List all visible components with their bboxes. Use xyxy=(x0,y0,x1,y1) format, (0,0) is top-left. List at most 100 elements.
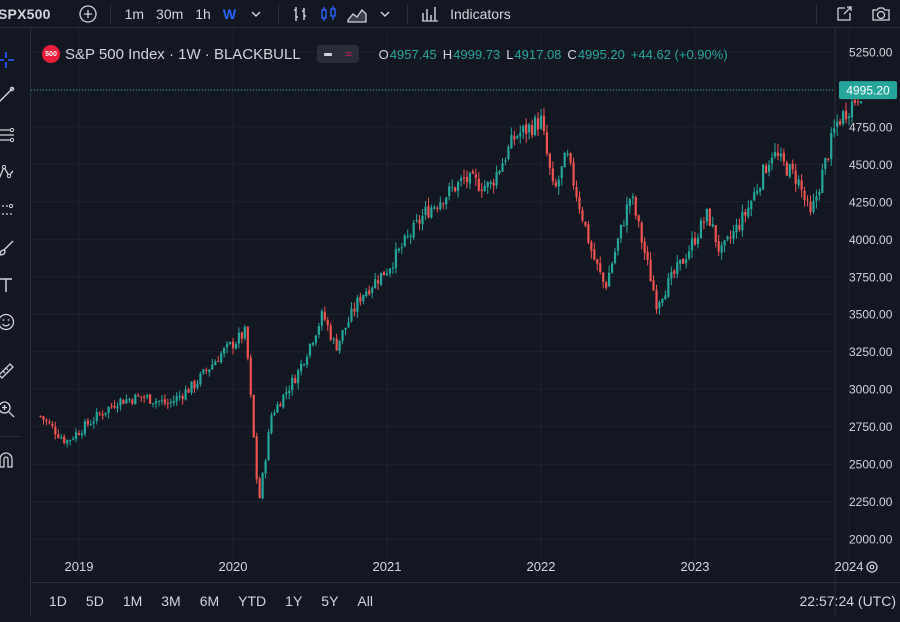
symbol-search[interactable]: SPX500 xyxy=(0,5,51,22)
candle-body xyxy=(507,146,510,160)
clock[interactable]: 22:57:24 (UTC) xyxy=(799,593,896,609)
range-5d[interactable]: 5D xyxy=(85,592,104,609)
candle xyxy=(169,398,172,408)
candle xyxy=(708,207,711,227)
bar-style-icon[interactable] xyxy=(290,3,312,25)
indicators-button[interactable]: Indicators xyxy=(450,5,511,22)
interval-30m[interactable]: 30m xyxy=(156,5,184,22)
candle xyxy=(563,151,566,168)
candle xyxy=(454,186,457,193)
candle-body xyxy=(462,177,466,179)
candle-body xyxy=(190,381,193,393)
candle-style-icon[interactable] xyxy=(318,3,340,25)
y-tick-label: 3000.00 xyxy=(849,383,893,397)
candle-body xyxy=(812,201,815,212)
candle xyxy=(584,221,587,228)
candle-body xyxy=(252,394,255,438)
candle-body xyxy=(830,132,833,159)
candle xyxy=(190,381,193,396)
candle-body xyxy=(208,369,211,373)
candle-body xyxy=(788,164,791,177)
candle xyxy=(803,186,806,207)
legend-controls[interactable]: ≈ xyxy=(316,45,359,63)
emoji-icon[interactable] xyxy=(0,310,18,334)
symbol-title[interactable]: S&P 500 Index · 1W · BLACKBULL xyxy=(65,45,301,63)
candle-body xyxy=(711,224,714,227)
low-value: 4917.08 xyxy=(514,46,562,62)
candle xyxy=(148,393,152,404)
candle xyxy=(696,233,700,249)
price-chart[interactable]: 5250.005000.004750.004500.004250.004000.… xyxy=(31,28,900,617)
pattern-icon[interactable] xyxy=(0,161,18,185)
interval-1m[interactable]: 1m xyxy=(124,5,145,22)
candle xyxy=(430,204,433,219)
ruler-icon[interactable] xyxy=(0,359,18,383)
candle xyxy=(667,273,670,299)
candle xyxy=(661,297,664,307)
wave-icon[interactable]: ≈ xyxy=(345,47,352,61)
interval-w[interactable]: W xyxy=(222,5,237,22)
candle-body xyxy=(60,437,63,439)
zoom-in-icon[interactable] xyxy=(0,397,18,421)
divider xyxy=(278,3,280,24)
candle xyxy=(456,180,460,198)
snapshot-icon[interactable] xyxy=(833,3,855,25)
candle xyxy=(649,252,652,282)
candle xyxy=(699,217,703,239)
candle xyxy=(282,394,285,410)
candle xyxy=(465,170,469,189)
candle xyxy=(770,152,774,171)
forecast-icon[interactable] xyxy=(0,198,18,222)
candle xyxy=(95,407,98,425)
y-tick-label: 2000.00 xyxy=(849,533,893,547)
candle xyxy=(220,351,223,364)
range-1d[interactable]: 1D xyxy=(49,592,67,609)
magnet-icon[interactable] xyxy=(0,448,18,472)
text-icon[interactable] xyxy=(0,273,18,297)
settings-icon[interactable] xyxy=(866,561,878,573)
candle-body xyxy=(154,401,158,404)
chevron-down-icon[interactable] xyxy=(245,3,267,25)
candle xyxy=(86,418,89,427)
candle xyxy=(442,202,445,210)
candle xyxy=(406,229,409,239)
candle xyxy=(673,269,676,279)
range-6m[interactable]: 6M xyxy=(199,592,220,609)
range-all[interactable]: All xyxy=(357,592,373,609)
candle xyxy=(199,371,202,387)
candle-body xyxy=(634,197,637,216)
interval-1h[interactable]: 1h xyxy=(195,5,211,22)
candle xyxy=(143,394,146,403)
chart-area[interactable]: 5250.005000.004750.004500.004250.004000.… xyxy=(31,28,900,617)
crosshair-icon[interactable] xyxy=(0,48,18,72)
candle xyxy=(157,400,161,407)
camera-icon[interactable] xyxy=(870,3,892,25)
hide-icon[interactable] xyxy=(323,52,332,56)
candle xyxy=(400,242,403,254)
candle xyxy=(69,439,72,446)
candle xyxy=(705,208,708,226)
add-symbol-icon[interactable] xyxy=(77,3,99,25)
chevron-down-icon[interactable] xyxy=(374,3,396,25)
indicators-icon[interactable] xyxy=(419,3,441,25)
fib-levels-icon[interactable] xyxy=(0,123,18,147)
brush-icon[interactable] xyxy=(0,236,18,260)
candle-body xyxy=(504,160,507,162)
candle xyxy=(525,118,528,143)
candle xyxy=(237,327,241,349)
range-5y[interactable]: 5Y xyxy=(321,592,339,609)
candle-body xyxy=(279,404,282,407)
range-3m[interactable]: 3M xyxy=(161,592,181,609)
area-style-icon[interactable] xyxy=(346,3,368,25)
range-ytd[interactable]: YTD xyxy=(238,592,267,609)
range-1y[interactable]: 1Y xyxy=(285,592,303,609)
range-1m[interactable]: 1M xyxy=(122,592,143,609)
candle xyxy=(276,401,279,414)
candle-body xyxy=(489,181,492,184)
candle-body xyxy=(785,162,788,176)
candle xyxy=(495,165,498,189)
candle xyxy=(359,292,362,306)
trend-line-icon[interactable] xyxy=(0,83,18,107)
candle-body xyxy=(818,191,821,196)
candle-body xyxy=(610,263,614,273)
